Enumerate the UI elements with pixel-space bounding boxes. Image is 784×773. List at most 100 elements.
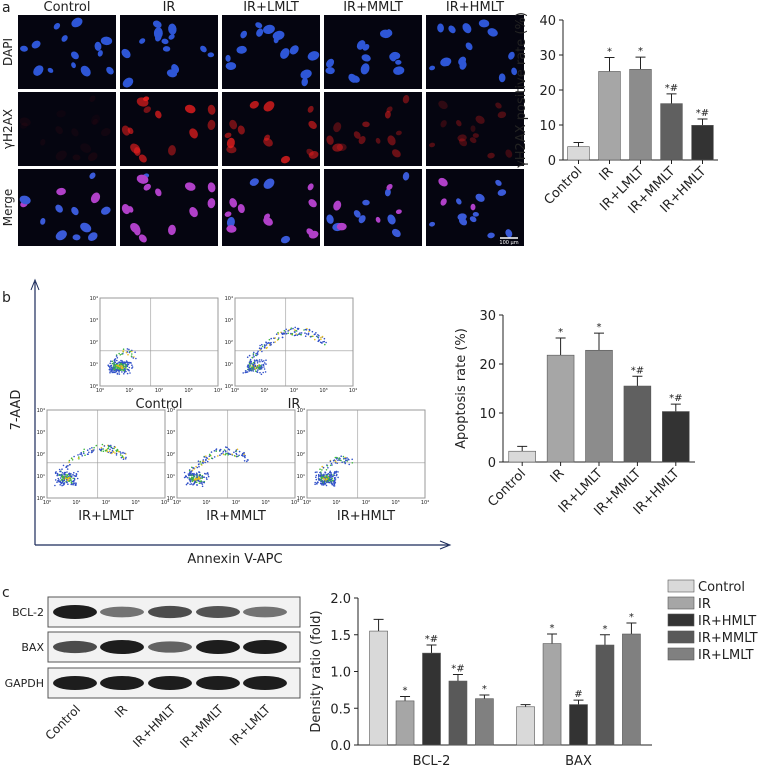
event bbox=[322, 483, 325, 485]
nucleus bbox=[155, 188, 162, 197]
event bbox=[332, 459, 335, 462]
event bbox=[81, 455, 83, 457]
event bbox=[120, 365, 122, 367]
event bbox=[337, 459, 339, 462]
event bbox=[335, 456, 338, 459]
event bbox=[344, 461, 346, 464]
event bbox=[68, 477, 70, 479]
event bbox=[93, 446, 95, 449]
event bbox=[329, 474, 331, 477]
event bbox=[201, 461, 204, 464]
flow-tick-label: 10⁴ bbox=[349, 388, 357, 394]
event bbox=[66, 481, 68, 484]
nucleus bbox=[90, 114, 101, 126]
event bbox=[303, 329, 305, 331]
bar bbox=[691, 125, 714, 161]
event bbox=[327, 478, 330, 481]
event bbox=[87, 453, 89, 456]
event bbox=[195, 465, 197, 468]
event bbox=[325, 341, 327, 344]
x-tick-label: BAX bbox=[565, 754, 592, 769]
nucleus bbox=[308, 120, 317, 129]
event bbox=[80, 451, 82, 454]
nucleus bbox=[457, 134, 467, 142]
event bbox=[131, 350, 133, 353]
event bbox=[253, 359, 256, 362]
annotation: * bbox=[550, 623, 555, 634]
event bbox=[187, 476, 189, 479]
event bbox=[200, 480, 202, 482]
nucleus bbox=[143, 106, 151, 114]
event bbox=[207, 472, 209, 475]
event bbox=[255, 352, 257, 355]
event bbox=[111, 360, 114, 363]
event bbox=[323, 337, 326, 340]
nucleus bbox=[325, 67, 335, 75]
event bbox=[346, 459, 348, 462]
flow-tick-label: 10² bbox=[90, 340, 98, 346]
event bbox=[110, 451, 113, 454]
micrograph bbox=[324, 92, 422, 166]
nucleus bbox=[300, 69, 312, 79]
nucleus bbox=[387, 135, 396, 146]
event bbox=[322, 477, 325, 480]
event bbox=[120, 362, 123, 365]
event bbox=[197, 479, 200, 482]
event bbox=[327, 481, 330, 484]
event bbox=[236, 448, 239, 451]
event bbox=[252, 370, 254, 372]
event bbox=[262, 363, 265, 366]
event bbox=[294, 326, 297, 329]
event bbox=[105, 448, 108, 451]
flow-tick-label: 10⁰ bbox=[303, 500, 311, 506]
nucleus bbox=[127, 206, 134, 213]
event bbox=[259, 344, 261, 347]
event bbox=[300, 332, 303, 334]
event bbox=[257, 364, 260, 367]
event bbox=[325, 484, 328, 487]
event bbox=[122, 348, 125, 351]
nucleus bbox=[358, 136, 366, 145]
event bbox=[91, 451, 93, 453]
event bbox=[325, 474, 328, 477]
legend-swatch bbox=[667, 613, 695, 627]
nucleus bbox=[470, 125, 476, 132]
event bbox=[204, 472, 206, 475]
event bbox=[253, 351, 255, 354]
annotation: *# bbox=[669, 393, 682, 404]
event bbox=[256, 352, 259, 354]
event bbox=[111, 370, 113, 373]
nucleus bbox=[40, 218, 46, 225]
event bbox=[192, 467, 194, 469]
nucleus bbox=[207, 104, 216, 115]
error-bar bbox=[479, 694, 490, 699]
bar bbox=[595, 644, 615, 746]
event bbox=[248, 354, 251, 357]
flow-tick-label: 10¹ bbox=[90, 362, 98, 368]
event bbox=[109, 452, 112, 454]
annotation: * bbox=[403, 685, 408, 696]
event bbox=[261, 360, 264, 363]
event bbox=[237, 455, 239, 458]
flow-plot bbox=[306, 409, 426, 499]
event bbox=[72, 473, 74, 476]
flow-tick-label: 10³ bbox=[37, 430, 45, 436]
event bbox=[334, 462, 337, 464]
bar bbox=[585, 349, 613, 463]
event bbox=[120, 452, 122, 454]
event bbox=[125, 456, 127, 459]
plot-label: IR bbox=[288, 397, 301, 412]
event bbox=[304, 332, 306, 334]
event bbox=[135, 357, 137, 360]
event bbox=[70, 476, 73, 478]
event bbox=[314, 481, 317, 484]
event bbox=[305, 329, 308, 331]
error-bar bbox=[666, 93, 677, 104]
nucleus bbox=[133, 147, 141, 156]
event bbox=[321, 335, 324, 338]
flow-tick-label: 10² bbox=[155, 388, 163, 394]
event bbox=[206, 457, 208, 460]
event bbox=[99, 449, 102, 452]
legend-swatch bbox=[667, 647, 695, 661]
event bbox=[113, 364, 115, 367]
